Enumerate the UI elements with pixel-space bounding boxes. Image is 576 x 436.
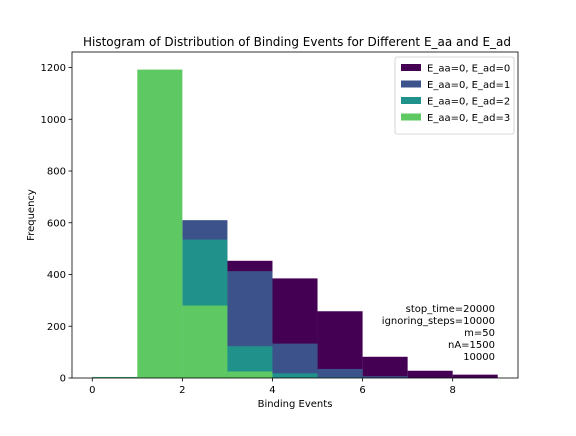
y-axis-label: Frequency: [26, 189, 37, 241]
bar-series-3-bin-1: [137, 69, 183, 378]
x-tick-label: 8: [449, 385, 455, 396]
annotation-line: m=50: [464, 328, 495, 339]
legend-label-1: E_aa=0, E_ad=1: [427, 80, 510, 91]
legend-swatch-2: [401, 97, 421, 104]
y-tick-label: 400: [47, 270, 66, 281]
bar-series-0-bin-6: [362, 356, 408, 378]
x-tick-label: 2: [179, 385, 185, 396]
x-tick-label: 6: [359, 385, 365, 396]
annotation-line: ignoring_steps=10000: [382, 316, 495, 327]
bar-series-3-bin-2: [182, 305, 228, 378]
legend-swatch-1: [401, 80, 421, 88]
plot-frame: [71, 51, 519, 379]
annotation-line: nA=1500: [448, 340, 495, 351]
y-axis-ticks: 0 200 400 600 800 1000 1200: [41, 63, 72, 385]
bars-group: [92, 69, 498, 378]
x-tick-label: 4: [269, 385, 275, 396]
y-tick-label: 200: [47, 322, 66, 333]
chart-title: Histogram of Distribution of Binding Eve…: [83, 35, 511, 49]
bar-series-0-bin-5: [317, 311, 363, 378]
y-tick-label: 1200: [41, 63, 66, 74]
legend-label-2: E_aa=0, E_ad=2: [427, 97, 510, 108]
legend: E_aa=0, E_ad=0 E_aa=0, E_ad=1 E_aa=0, E_ad…: [394, 56, 515, 135]
annotation-line: stop_time=20000: [406, 304, 495, 315]
legend-swatch-0: [401, 64, 421, 71]
y-tick-label: 800: [47, 167, 66, 178]
legend-swatch-3: [401, 113, 421, 121]
annotation-line: 10000: [463, 352, 495, 363]
bar-series-2-bin-4: [272, 373, 318, 378]
bar-series-0-bin-8: [452, 374, 498, 378]
bar-series-1-bin-6: [362, 376, 408, 378]
legend-label-3: E_aa=0, E_ad=3: [427, 113, 510, 124]
bar-series-0-bin-7: [407, 370, 453, 378]
y-tick-label: 600: [47, 218, 66, 229]
y-tick-label: 0: [60, 374, 66, 385]
legend-label-0: E_aa=0, E_ad=0: [427, 64, 510, 75]
x-axis-label: Binding Events: [258, 399, 333, 410]
y-tick-label: 1000: [41, 115, 66, 126]
parameter-annotation: stop_time=20000ignoring_steps=10000m=50n…: [382, 304, 495, 363]
x-tick-label: 0: [89, 385, 95, 396]
bar-series-1-bin-4: [272, 343, 318, 378]
bar-series-1-bin-5: [317, 368, 363, 378]
bar-series-3-bin-3: [227, 371, 273, 378]
x-axis-ticks: 0 2 4 6 8: [89, 378, 456, 396]
legend-box: [394, 56, 515, 135]
